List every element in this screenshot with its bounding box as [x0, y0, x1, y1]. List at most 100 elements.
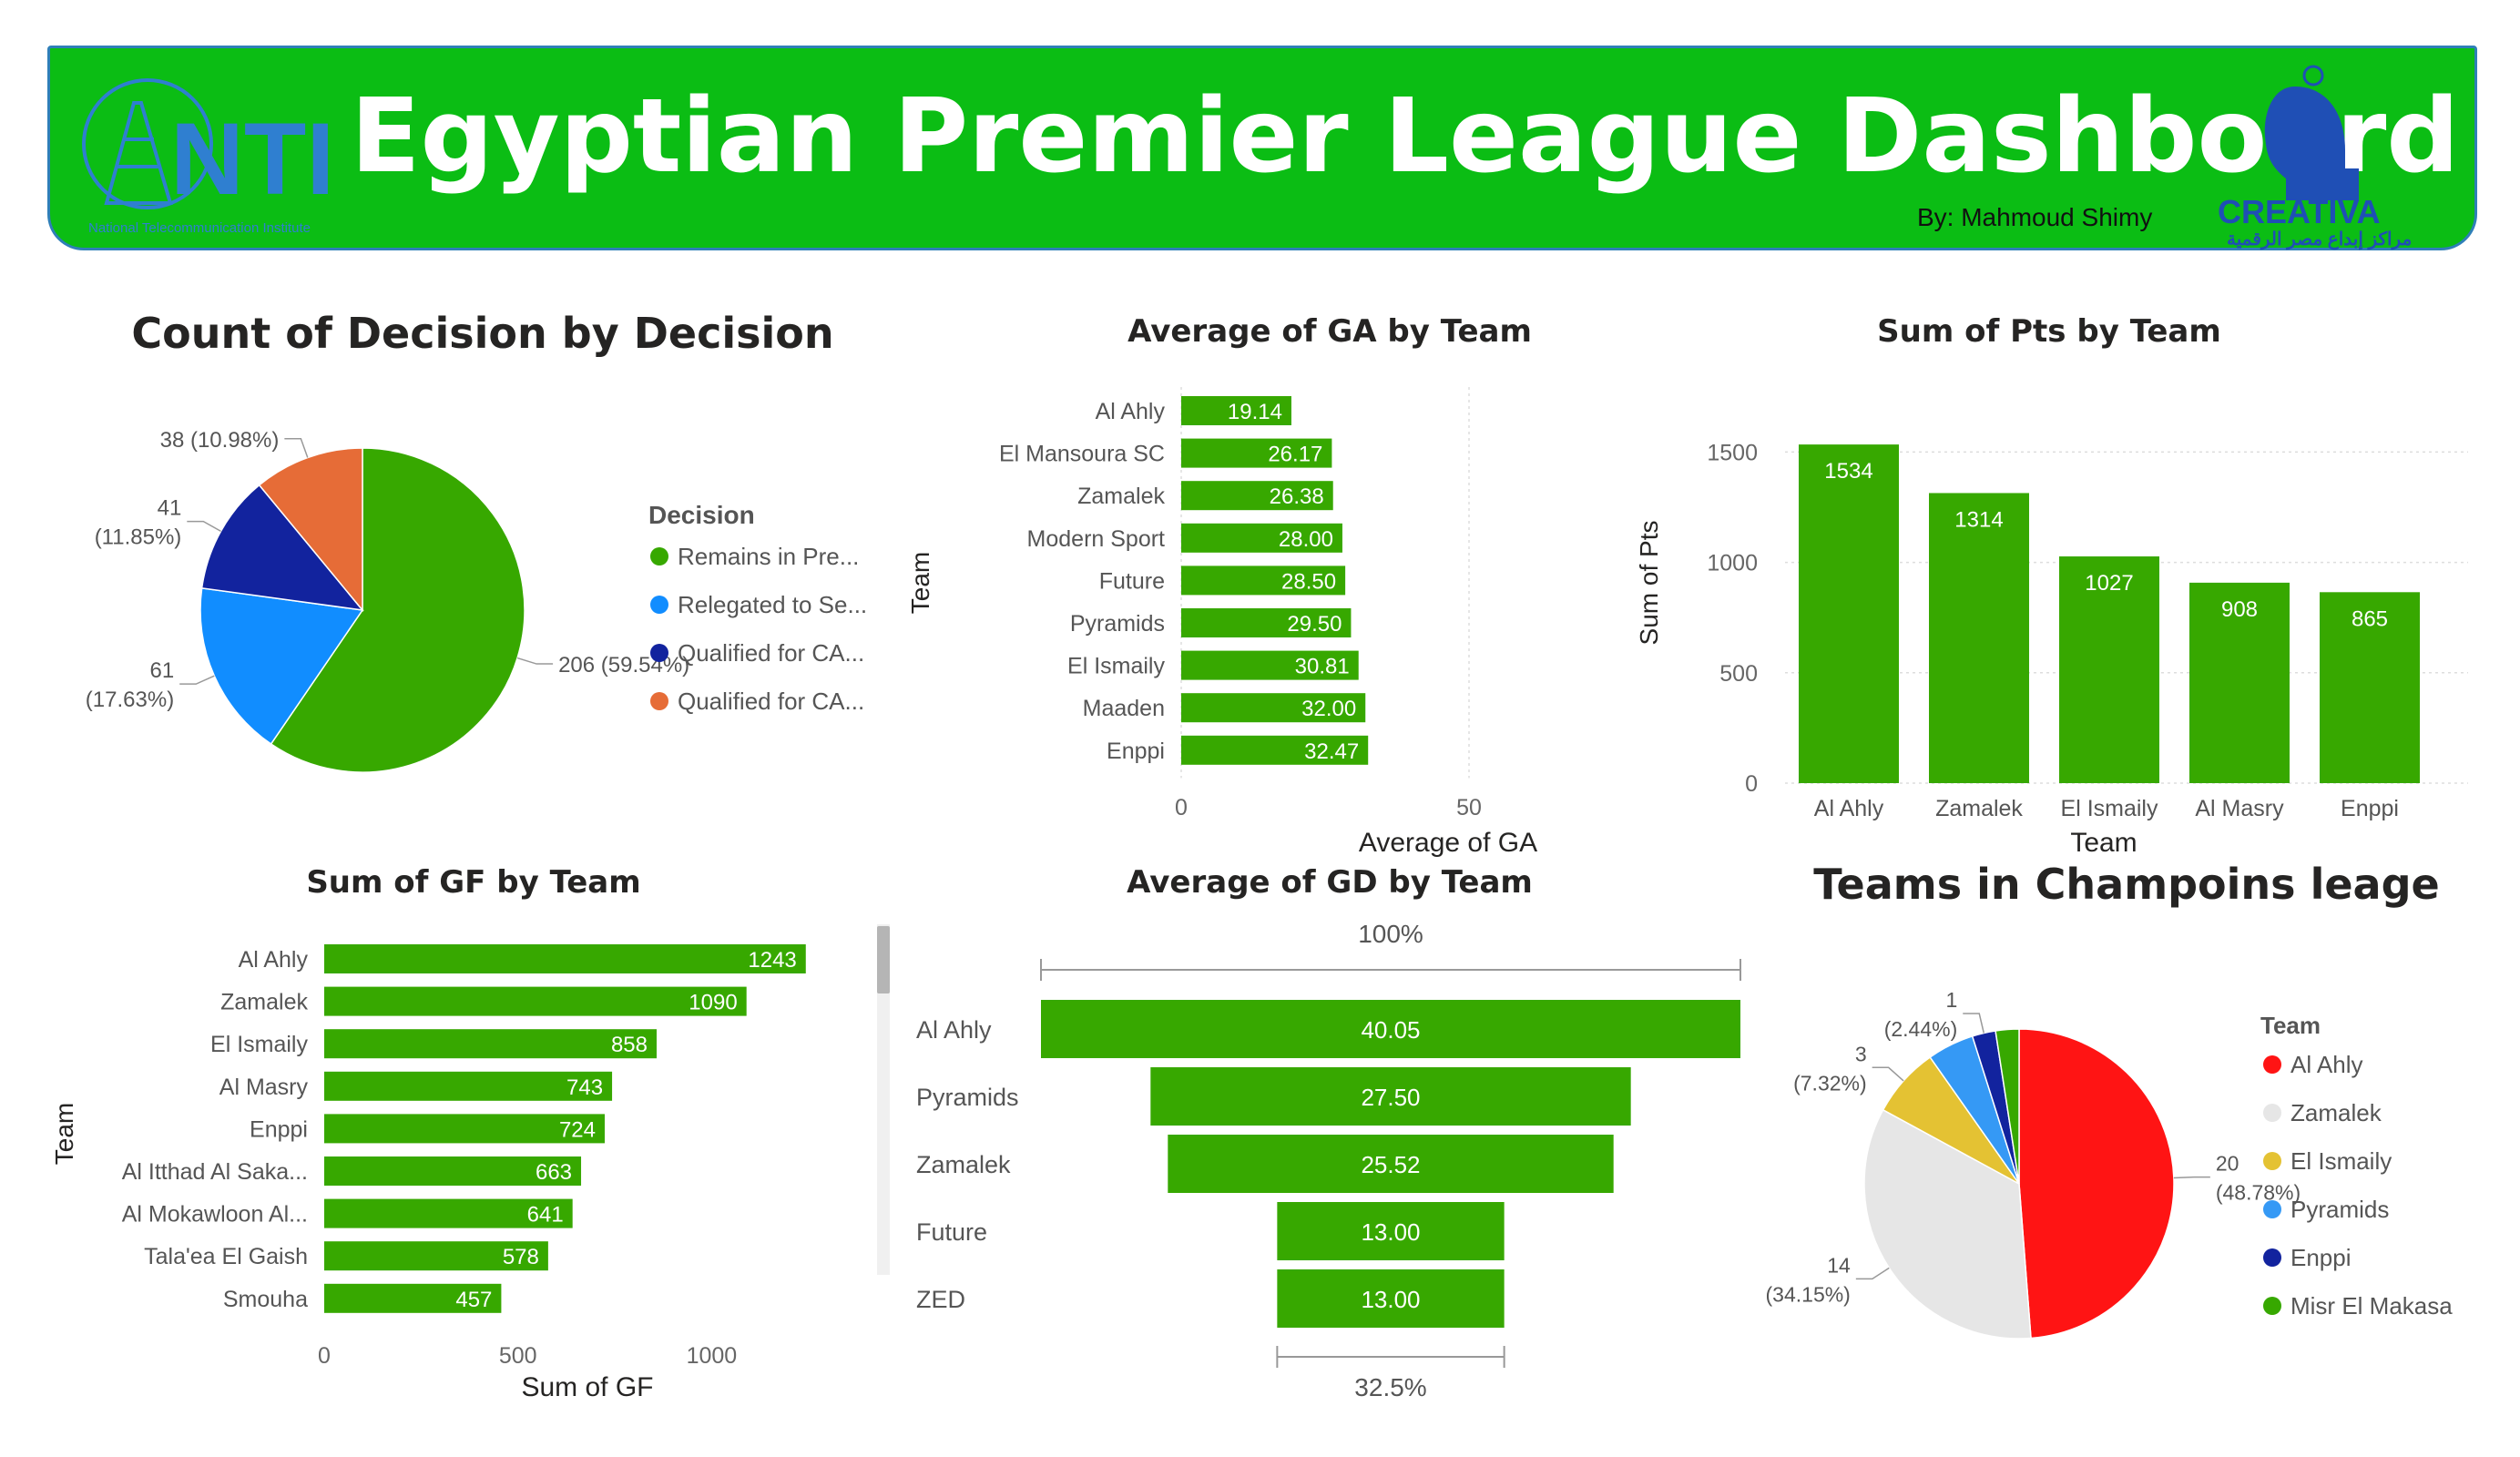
- decision-legend-label[interactable]: Relegated to Se...: [678, 591, 867, 618]
- champions-legend-marker: [2263, 1104, 2281, 1122]
- gf-x-tick-label: 1000: [687, 1343, 738, 1369]
- decision-legend-label[interactable]: Qualified for CA...: [678, 688, 864, 715]
- ga-bar[interactable]: [1181, 565, 1346, 596]
- champions-slice[interactable]: [1863, 1108, 2032, 1340]
- page-title: Egyptian Premier League Dashboard: [351, 77, 2460, 196]
- decision-slice[interactable]: [270, 447, 525, 773]
- gf-bar[interactable]: [324, 1198, 573, 1228]
- tower-icon: [104, 101, 173, 205]
- champions-slice[interactable]: [1995, 1028, 2020, 1185]
- pts-data-label: 908: [2221, 597, 2258, 622]
- gd-bar[interactable]: [1150, 1067, 1631, 1126]
- gd-data-label: 27.50: [1361, 1084, 1420, 1111]
- decision-legend-label[interactable]: Qualified for CA...: [678, 639, 864, 667]
- gd-bar[interactable]: [1168, 1135, 1614, 1193]
- champions-data-label: (2.44%): [1884, 1017, 1958, 1041]
- ga-bar[interactable]: [1181, 650, 1359, 680]
- pts-y-tick-label: 0: [1745, 771, 1758, 797]
- gd-bar[interactable]: [1277, 1269, 1505, 1328]
- champions-legend-marker: [2263, 1248, 2281, 1267]
- champions-legend-label[interactable]: Al Ahly: [2290, 1051, 2363, 1078]
- champions-legend-label[interactable]: Misr El Makasa: [2290, 1292, 2453, 1319]
- pts-y-tick-label: 1500: [1707, 440, 1758, 465]
- gf-bar[interactable]: [324, 1029, 657, 1059]
- pts-bar[interactable]: [1799, 444, 1899, 783]
- decision-data-label: 61: [149, 658, 174, 683]
- decision-leader-line: [284, 438, 309, 458]
- gf-bar[interactable]: [324, 986, 747, 1016]
- gd-bar[interactable]: [1041, 1000, 1740, 1058]
- gf-y-tick-label: Zamalek: [220, 990, 308, 1015]
- nti-logo-text: NTI: [170, 102, 334, 216]
- gf-bar[interactable]: [324, 944, 806, 973]
- ga-bar[interactable]: [1181, 481, 1333, 511]
- pts-bar[interactable]: [2059, 556, 2159, 783]
- ga-bar[interactable]: [1181, 438, 1332, 468]
- gf-scrollbar-thumb[interactable]: [877, 926, 890, 993]
- champions-legend-label[interactable]: Zamalek: [2290, 1099, 2382, 1126]
- decision-legend-marker: [650, 644, 668, 662]
- champions-leader-line: [2173, 1176, 2210, 1179]
- ga-bar[interactable]: [1181, 693, 1366, 723]
- pts-data-label: 1534: [1824, 459, 1872, 484]
- decision-legend-marker: [650, 596, 668, 614]
- ga-y-tick-label: Al Ahly: [1096, 399, 1166, 424]
- gf-bar[interactable]: [324, 1071, 613, 1101]
- gd-bar[interactable]: [1277, 1202, 1505, 1260]
- ga-x-tick-label: 50: [1456, 795, 1482, 820]
- pts-bar[interactable]: [1929, 493, 2029, 783]
- gf-bar[interactable]: [324, 1114, 605, 1144]
- decision-legend-label[interactable]: Remains in Pre...: [678, 543, 859, 570]
- creativa-logo: CREATIVA مراكز إبداع مصر الرقمية: [2218, 65, 2412, 250]
- gd-bottom-conversion-label: 32.5%: [1354, 1373, 1426, 1401]
- champions-data-label: (48.78%): [2216, 1181, 2301, 1205]
- pts-data-label: 865: [2352, 606, 2388, 631]
- pts-bar[interactable]: [2189, 582, 2290, 783]
- ga-bar[interactable]: [1181, 523, 1342, 553]
- pts-x-tick-label: Al Ahly: [1814, 796, 1884, 821]
- decision-legend-marker: [650, 692, 668, 710]
- gf-y-tick-label: Al Masry: [219, 1075, 309, 1100]
- decision-legend-marker: [650, 547, 668, 565]
- nti-logo: NTI National Telecommunication Institute: [82, 78, 334, 236]
- decision-leader-line: [179, 675, 215, 685]
- gf-bar[interactable]: [324, 1283, 502, 1313]
- ga-x-tick-label: 0: [1175, 795, 1188, 820]
- champions-data-label: 20: [2216, 1152, 2239, 1176]
- champions-legend-label[interactable]: Enppi: [2290, 1244, 2352, 1271]
- gf-y-tick-label: Al Ahly: [239, 947, 309, 973]
- ga-y-tick-label: Pyramids: [1070, 611, 1165, 637]
- gf-x-tick-label: 0: [318, 1343, 331, 1369]
- gd-top-conversion-label: 100%: [1358, 920, 1423, 948]
- champions-leader-line: [1963, 1013, 1984, 1034]
- gf-x-tick-label: 500: [499, 1343, 537, 1369]
- champions-data-label: (7.32%): [1793, 1071, 1867, 1095]
- ga-bar[interactable]: [1181, 608, 1352, 637]
- ga-bar[interactable]: [1181, 735, 1369, 765]
- ga-bar-chart: Average of GA by Team Team Average of GA…: [906, 313, 1537, 858]
- pts-bar[interactable]: [2320, 592, 2420, 783]
- ga-data-label: 32.47: [1304, 739, 1359, 764]
- champions-slice[interactable]: [2018, 1028, 2175, 1340]
- ga-bar[interactable]: [1181, 396, 1291, 425]
- pts-chart-title: Sum of Pts by Team: [1877, 313, 2221, 350]
- gf-data-label: 1090: [689, 991, 737, 1015]
- champions-data-label: 1: [1945, 988, 1957, 1012]
- ga-y-tick-label: El Mansoura SC: [999, 442, 1165, 467]
- gf-scrollbar-track[interactable]: [877, 924, 890, 1275]
- gf-data-label: 663: [536, 1160, 572, 1185]
- champions-chart-title: Teams in Champoins leage: [1813, 860, 2439, 909]
- gf-data-label: 858: [611, 1033, 648, 1057]
- pts-bar-chart: Sum of Pts by Team Sum of Pts Team 0 500 1…: [1635, 313, 2468, 858]
- champions-leader-line: [1855, 1267, 1890, 1280]
- gf-bar[interactable]: [324, 1241, 548, 1271]
- champions-legend-label[interactable]: El Ismaily: [2290, 1147, 2392, 1175]
- gf-data-label: 641: [527, 1203, 564, 1228]
- decision-data-label: (17.63%): [86, 688, 174, 712]
- pts-x-axis-title: Team: [2070, 828, 2137, 858]
- gd-chart-title: Average of GD by Team: [1127, 864, 1533, 901]
- decision-pie-chart: Count of Decision by Decision 206 (59.54…: [86, 309, 867, 773]
- champions-legend-label[interactable]: Pyramids: [2290, 1196, 2389, 1223]
- gf-bar[interactable]: [324, 1156, 582, 1186]
- gf-data-label: 457: [455, 1288, 492, 1312]
